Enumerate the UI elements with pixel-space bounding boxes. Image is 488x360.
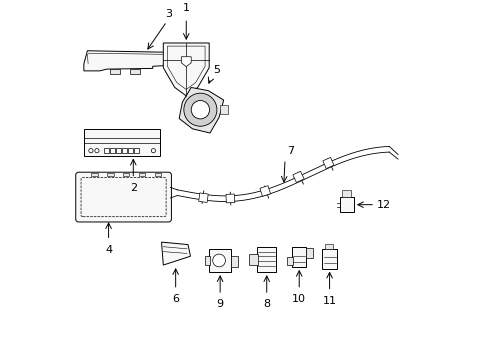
Text: 7: 7 xyxy=(287,146,294,156)
Text: 10: 10 xyxy=(292,294,305,304)
Polygon shape xyxy=(84,51,168,71)
Text: 9: 9 xyxy=(216,299,223,309)
Text: 6: 6 xyxy=(172,294,179,304)
Bar xyxy=(256,247,276,272)
Text: 5: 5 xyxy=(213,65,220,75)
Circle shape xyxy=(151,149,155,153)
Circle shape xyxy=(89,149,93,153)
Text: 11: 11 xyxy=(322,296,336,306)
Circle shape xyxy=(212,254,225,267)
Text: 4: 4 xyxy=(105,245,112,255)
Bar xyxy=(259,186,270,196)
FancyBboxPatch shape xyxy=(76,172,171,222)
Bar xyxy=(91,172,98,176)
Polygon shape xyxy=(179,87,223,133)
Bar xyxy=(286,257,292,265)
Bar xyxy=(291,247,305,267)
Bar xyxy=(110,148,115,153)
Bar xyxy=(339,197,353,212)
Text: 3: 3 xyxy=(165,9,172,19)
Bar xyxy=(155,172,161,176)
Bar xyxy=(325,244,333,249)
Bar xyxy=(134,148,139,153)
Bar xyxy=(139,172,145,176)
Bar xyxy=(248,255,257,265)
Bar xyxy=(84,129,160,156)
Text: 1: 1 xyxy=(183,3,189,13)
Bar xyxy=(123,172,129,176)
Bar xyxy=(204,256,209,265)
Text: 8: 8 xyxy=(263,299,270,309)
Bar xyxy=(128,148,133,153)
Bar xyxy=(292,171,304,183)
Bar xyxy=(122,148,127,153)
Circle shape xyxy=(95,149,99,153)
Polygon shape xyxy=(161,242,190,265)
Bar xyxy=(225,194,234,203)
Text: 12: 12 xyxy=(376,200,390,210)
Bar xyxy=(107,172,113,176)
Bar xyxy=(129,69,140,74)
Bar xyxy=(209,249,231,272)
Bar xyxy=(198,193,208,202)
Bar xyxy=(322,249,336,269)
Bar xyxy=(104,148,109,153)
Bar xyxy=(341,189,351,197)
Bar xyxy=(116,148,121,153)
Bar xyxy=(110,69,120,74)
Bar xyxy=(305,248,313,258)
Bar xyxy=(322,157,333,168)
Circle shape xyxy=(183,93,217,126)
Circle shape xyxy=(191,100,209,119)
Polygon shape xyxy=(220,105,227,114)
Polygon shape xyxy=(181,57,191,67)
Text: 2: 2 xyxy=(129,183,137,193)
Bar xyxy=(231,256,238,267)
Polygon shape xyxy=(163,43,209,96)
